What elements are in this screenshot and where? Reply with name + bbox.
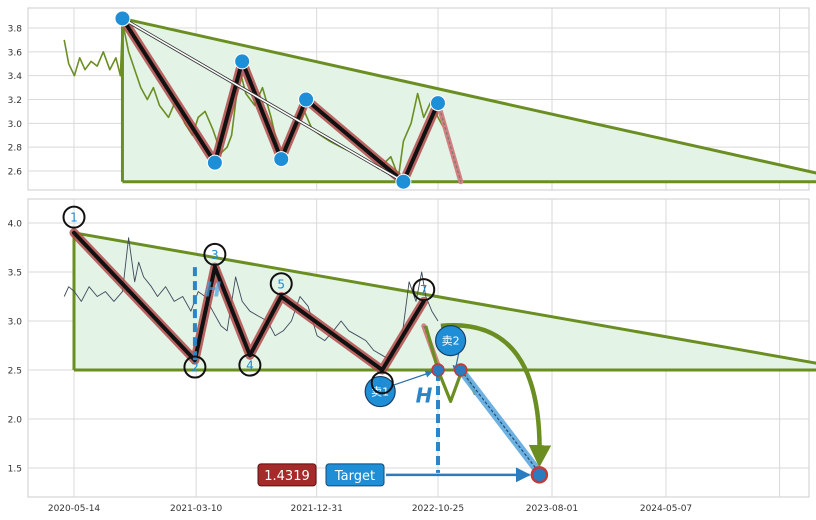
- pivot-label: 3: [211, 248, 219, 262]
- target-price-text: 1.4319: [264, 469, 310, 484]
- pivot-label: 2: [191, 361, 199, 375]
- pivot-dot: [206, 154, 223, 171]
- pivot-dot: [114, 10, 131, 27]
- pivot-dot: [395, 173, 412, 190]
- x-tick-labels: 2020-05-14 2021-03-10 2021-12-31 2022-10-25…: [48, 504, 692, 514]
- sell-marker-circle: [435, 325, 467, 357]
- triangle-fill: [122, 18, 816, 182]
- y-tick-label: 2.5: [8, 367, 22, 377]
- target-label-text: Target: [334, 469, 375, 484]
- top-white-lines: [121, 17, 405, 184]
- pivot-circle: [412, 278, 436, 302]
- y-tick-label: 3.4: [8, 72, 23, 82]
- bottom-panel: 4.03.53.02.52.01.5 2020-05-14 2021-03-10 2…: [8, 198, 816, 514]
- y-tick-label: 2.8: [8, 144, 23, 154]
- pivot-circle: [62, 205, 86, 229]
- pivot-dot: [429, 95, 446, 112]
- y-tick-label: 3.8: [8, 25, 23, 35]
- top-panel: 3.8 3.6 3.4 3.2 3.0 2.8 2.6: [8, 7, 816, 191]
- pivot-label: 5: [277, 277, 285, 291]
- white-line: [122, 17, 404, 183]
- x-tick-label: 2021-03-10: [170, 504, 223, 514]
- bottom-pivot-labels: 1 2 3 4 5 6 7: [62, 205, 436, 395]
- y-tick-label: 3.6: [8, 48, 23, 58]
- sell-marker-label: 卖2: [442, 335, 460, 348]
- pivot-circle: [370, 371, 394, 395]
- pivot-label: 6: [378, 376, 386, 390]
- top-y-tick-labels: 3.8 3.6 3.4 3.2 3.0 2.8 2.6: [8, 25, 23, 178]
- pivot-label: 4: [246, 359, 254, 373]
- pivot-label: 7: [420, 283, 428, 297]
- y-tick-label: 1.5: [8, 465, 22, 475]
- measure-right-label: H: [416, 383, 433, 407]
- measure-left-label: H: [205, 278, 222, 302]
- y-tick-label: 3.0: [8, 318, 23, 328]
- y-tick-label: 2.6: [8, 168, 23, 178]
- sell-arrow: [391, 370, 433, 387]
- x-tick-label: 2022-10-25: [412, 504, 464, 514]
- target-dot: [530, 466, 549, 484]
- sell-target-dot: [431, 363, 445, 377]
- pivot-dot: [234, 53, 251, 70]
- projection-dash: [437, 102, 462, 182]
- y-tick-label: 4.0: [8, 220, 23, 230]
- forecast-curve-arrow: [440, 323, 552, 468]
- pivot-circle: [203, 242, 227, 266]
- y-tick-label: 3.0: [8, 120, 23, 130]
- bottom-y-tick-labels: 4.0 3.5 3.0 2.5 2.0 1.5: [8, 220, 23, 475]
- pivot-circle: [269, 272, 293, 296]
- pivot-dot: [298, 91, 315, 108]
- target-path-dash: [460, 369, 540, 474]
- target-label-box: [325, 463, 385, 487]
- pivot-label: 1: [70, 211, 78, 225]
- pivot-dot: [273, 151, 290, 168]
- x-tick-label: 2024-05-07: [640, 504, 692, 514]
- sell-target-dot: [454, 363, 468, 377]
- triangle-upper-line: [122, 17, 816, 175]
- x-tick-label: 2020-05-14: [48, 504, 101, 514]
- top-pivot-dots: [114, 10, 446, 190]
- top-triangle: [120, 17, 816, 184]
- pivot-circle: [238, 353, 262, 377]
- y-tick-label: 3.2: [8, 96, 22, 106]
- y-tick-label: 2.0: [8, 416, 23, 426]
- pivot-circle: [183, 355, 207, 379]
- x-tick-label: 2023-08-01: [526, 504, 578, 514]
- target-price-box: [257, 463, 317, 487]
- x-tick-label: 2021-12-31: [291, 504, 343, 514]
- y-tick-label: 3.5: [8, 269, 22, 279]
